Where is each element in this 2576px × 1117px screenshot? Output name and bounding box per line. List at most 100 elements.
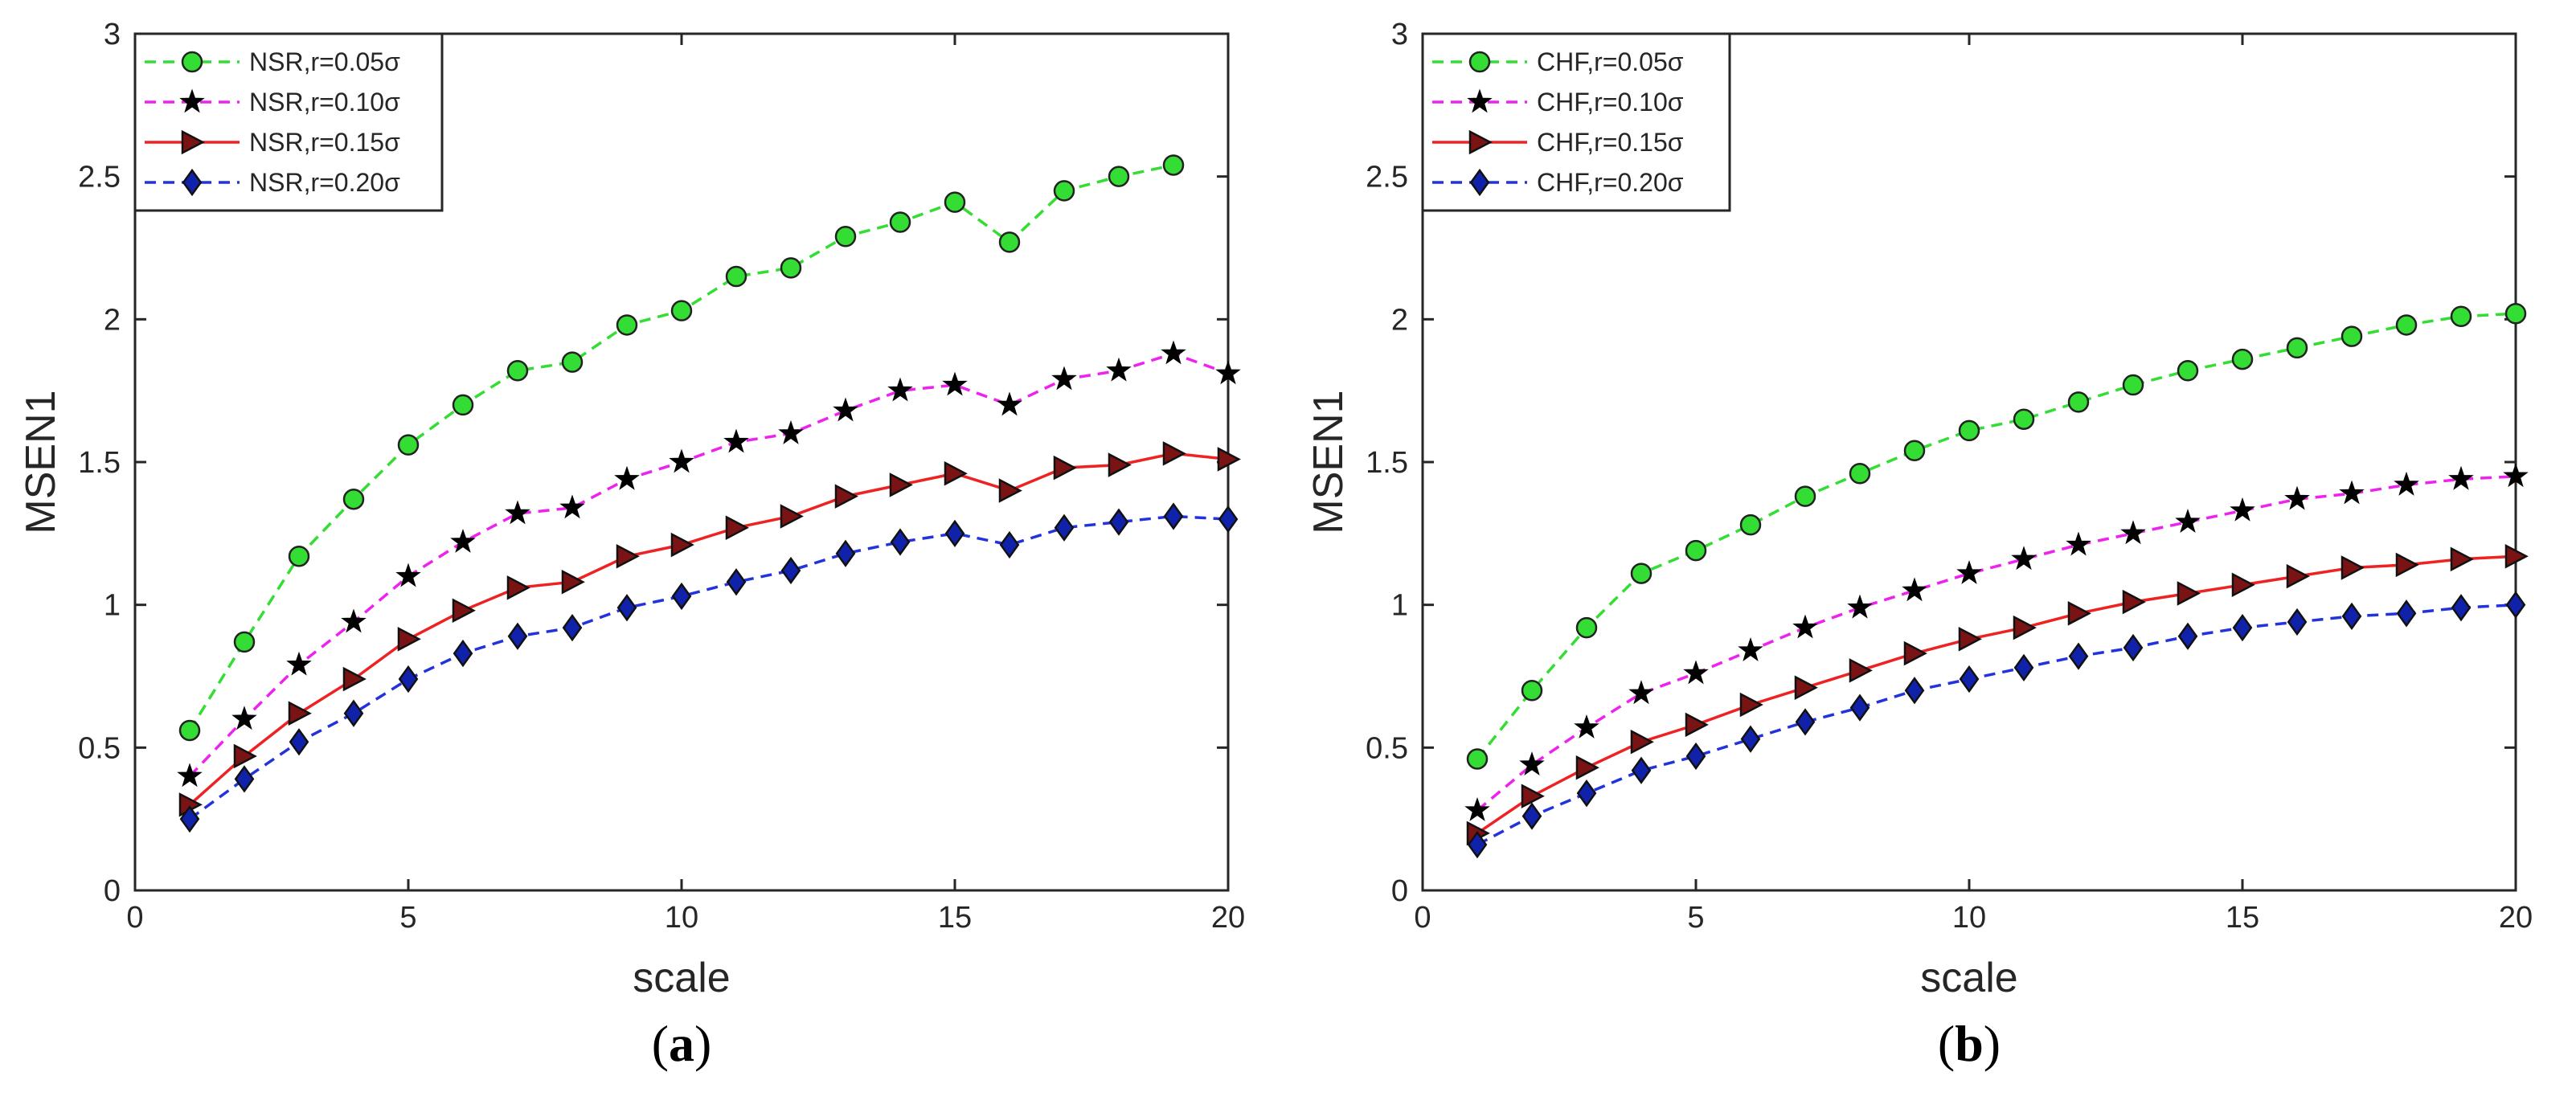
data-point — [2123, 633, 2144, 662]
data-point — [1630, 729, 1654, 755]
data-point — [1903, 440, 1926, 462]
data-point — [507, 622, 528, 650]
data-point — [2503, 463, 2529, 488]
data-point — [2067, 391, 2090, 413]
data-point — [506, 360, 529, 382]
x-tick-label: 0 — [1414, 901, 1431, 935]
data-point — [1902, 577, 1927, 602]
data-point — [2066, 531, 2091, 556]
data-point — [1106, 357, 1132, 382]
data-point — [2284, 485, 2310, 510]
y-tick-label: 2 — [1391, 303, 1408, 337]
y-axis-label: MSEN1 — [1305, 390, 1352, 534]
data-point — [1849, 658, 1873, 683]
data-point — [1217, 447, 1241, 472]
data-point — [2286, 337, 2308, 359]
data-point — [1163, 502, 1184, 530]
x-tick-label: 0 — [126, 901, 143, 935]
data-point — [453, 639, 473, 668]
data-point — [561, 569, 585, 595]
data-point — [1958, 419, 1980, 442]
data-point — [944, 460, 968, 486]
data-point — [233, 743, 257, 769]
data-point — [1849, 462, 1871, 485]
legend-marker — [1468, 51, 1491, 73]
data-point — [289, 728, 309, 756]
data-point — [288, 546, 310, 567]
data-point — [725, 265, 747, 288]
data-point — [2450, 305, 2472, 328]
data-point — [1847, 594, 1873, 619]
data-point — [2504, 302, 2527, 325]
panel-label-letter: a — [669, 1015, 694, 1072]
data-point — [562, 613, 583, 642]
panel-label-paren: ) — [1984, 1015, 2001, 1072]
legend-entry: CHF,r=0.20σ — [1537, 168, 1684, 197]
data-point — [288, 701, 312, 726]
data-point — [833, 397, 858, 422]
y-tick-label: 0 — [104, 874, 121, 908]
data-point — [780, 556, 801, 585]
series-line-3 — [188, 452, 1229, 806]
data-point — [2120, 520, 2146, 545]
legend-entry: CHF,r=0.10σ — [1537, 88, 1684, 117]
data-point — [1903, 640, 1927, 666]
data-point — [889, 473, 913, 497]
legend-marker — [181, 129, 205, 155]
data-point — [1521, 784, 1545, 809]
data-point — [725, 515, 749, 540]
data-point — [2341, 602, 2362, 631]
data-point — [2287, 608, 2308, 636]
x-tick-label: 15 — [938, 901, 972, 935]
data-point — [1519, 751, 1545, 776]
data-point — [2395, 314, 2418, 336]
data-point — [670, 300, 693, 321]
data-point — [342, 488, 365, 510]
data-point — [671, 582, 692, 611]
data-point — [1739, 513, 1762, 536]
legend-entry: CHF,r=0.15σ — [1537, 128, 1684, 157]
series-line-2 — [1476, 475, 2517, 812]
data-point — [2122, 374, 2144, 396]
data-point — [942, 371, 968, 396]
y-tick-label: 2.5 — [78, 161, 121, 194]
data-point — [1521, 680, 1543, 702]
data-point — [723, 428, 749, 453]
legend-marker — [179, 88, 205, 113]
y-tick-label: 0.5 — [1366, 731, 1408, 765]
y-tick-label: 2.5 — [1366, 161, 1408, 194]
data-point — [780, 257, 802, 279]
data-point — [2175, 509, 2201, 534]
data-point — [1464, 796, 1490, 821]
data-point — [342, 666, 367, 692]
data-point — [2013, 615, 2037, 640]
data-point — [1795, 708, 1816, 736]
data-point — [505, 500, 530, 525]
panel-label-paren: ( — [1938, 1015, 1955, 1072]
data-point — [2177, 581, 2201, 606]
data-point — [2448, 465, 2474, 490]
data-point — [944, 519, 965, 547]
data-point — [998, 231, 1021, 253]
x-axis-label: scale — [633, 955, 730, 1001]
data-point — [616, 543, 640, 569]
data-point — [2011, 546, 2037, 571]
data-point — [2341, 555, 2365, 580]
x-tick-label: 10 — [665, 901, 698, 935]
data-point — [778, 419, 804, 444]
data-point — [1054, 513, 1075, 542]
data-point — [397, 434, 420, 456]
x-axis-label: scale — [1920, 955, 2017, 1001]
data-point — [395, 563, 421, 587]
y-tick-label: 1 — [1391, 589, 1408, 623]
data-point — [1628, 680, 1654, 705]
data-point — [1575, 616, 1598, 639]
data-point — [343, 699, 364, 727]
panel-label-paren: ) — [694, 1015, 711, 1072]
data-point — [1685, 712, 1709, 738]
data-point — [1631, 756, 1652, 784]
data-point — [1739, 692, 1763, 718]
y-axis-label: MSEN1 — [18, 390, 64, 534]
y-tick-label: 2 — [104, 303, 121, 337]
data-point — [2177, 360, 2199, 382]
